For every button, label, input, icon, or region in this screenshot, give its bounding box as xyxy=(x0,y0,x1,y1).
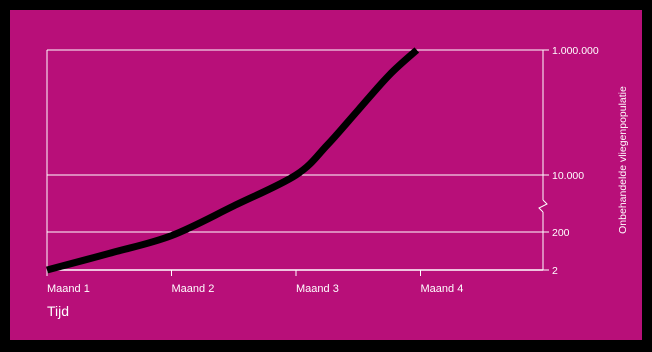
x-tick-label: Maand 1 xyxy=(47,283,90,295)
label-layer: 2 200 10.000 1.000.000 Maand 1 Maand 2 Maand 3… xyxy=(47,45,629,319)
y-tick-label: 1.000.000 xyxy=(552,45,599,57)
series-layer xyxy=(46,47,420,274)
y-tick-label: 10.000 xyxy=(552,170,584,182)
grid-layer xyxy=(47,49,543,233)
series-line xyxy=(46,47,420,274)
x-tick-label: Maand 4 xyxy=(421,283,464,295)
axis-layer xyxy=(46,49,549,276)
y-axis-break-mark xyxy=(538,199,548,213)
x-tick-label: Maand 2 xyxy=(172,283,215,295)
y-tick-label: 2 xyxy=(552,265,558,277)
x-tick-label: Maand 3 xyxy=(296,283,339,295)
y-axis-title: Onbehandelde vliegenpopulatie xyxy=(617,86,629,234)
x-axis-title: Tijd xyxy=(47,303,69,319)
y-tick-label: 200 xyxy=(552,227,570,239)
